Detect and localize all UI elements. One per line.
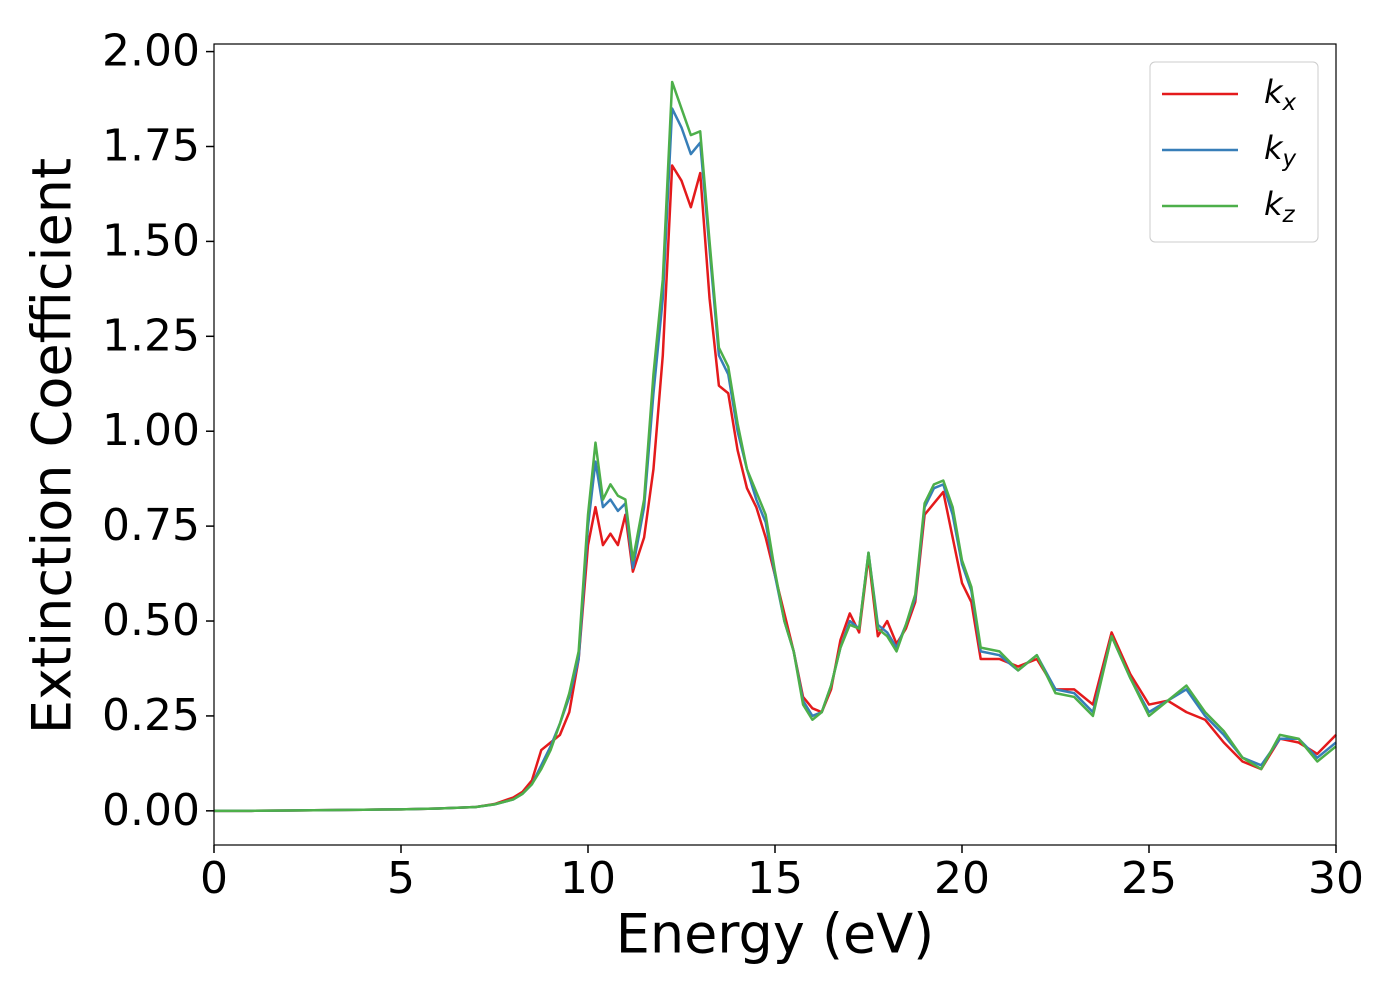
y-tick-label: 0.00 [102,785,200,836]
data-line [214,164,1337,813]
legend-box [1149,61,1319,243]
y-tick-label: 1.50 [102,215,200,266]
y-tick-label: 0.25 [102,690,200,741]
legend-label: kz [1264,185,1296,228]
y-axis-label: Extinction Coefficient [21,158,84,734]
x-tick-label: 25 [1121,853,1177,904]
y-tick-label: 0.50 [102,595,200,646]
x-tick-label: 5 [387,853,415,904]
x-tick-label: 0 [200,853,228,904]
data-line [214,80,1337,813]
y-tick-label: 2.00 [102,26,200,77]
y-tick-label: 1.25 [102,310,200,361]
x-tick-label: 10 [560,853,616,904]
x-tick-label: 20 [934,853,990,904]
plot-frame [213,43,1337,846]
y-tick-label: 0.75 [102,500,200,551]
x-axis-label: Energy (eV) [616,903,935,966]
y-tick-label: 1.75 [102,120,200,171]
x-tick-label: 15 [747,853,803,904]
legend-label: kx [1264,73,1297,116]
y-tick-label: 1.00 [102,405,200,456]
x-tick-label: 30 [1308,853,1364,904]
legend-label: ky [1264,129,1297,172]
